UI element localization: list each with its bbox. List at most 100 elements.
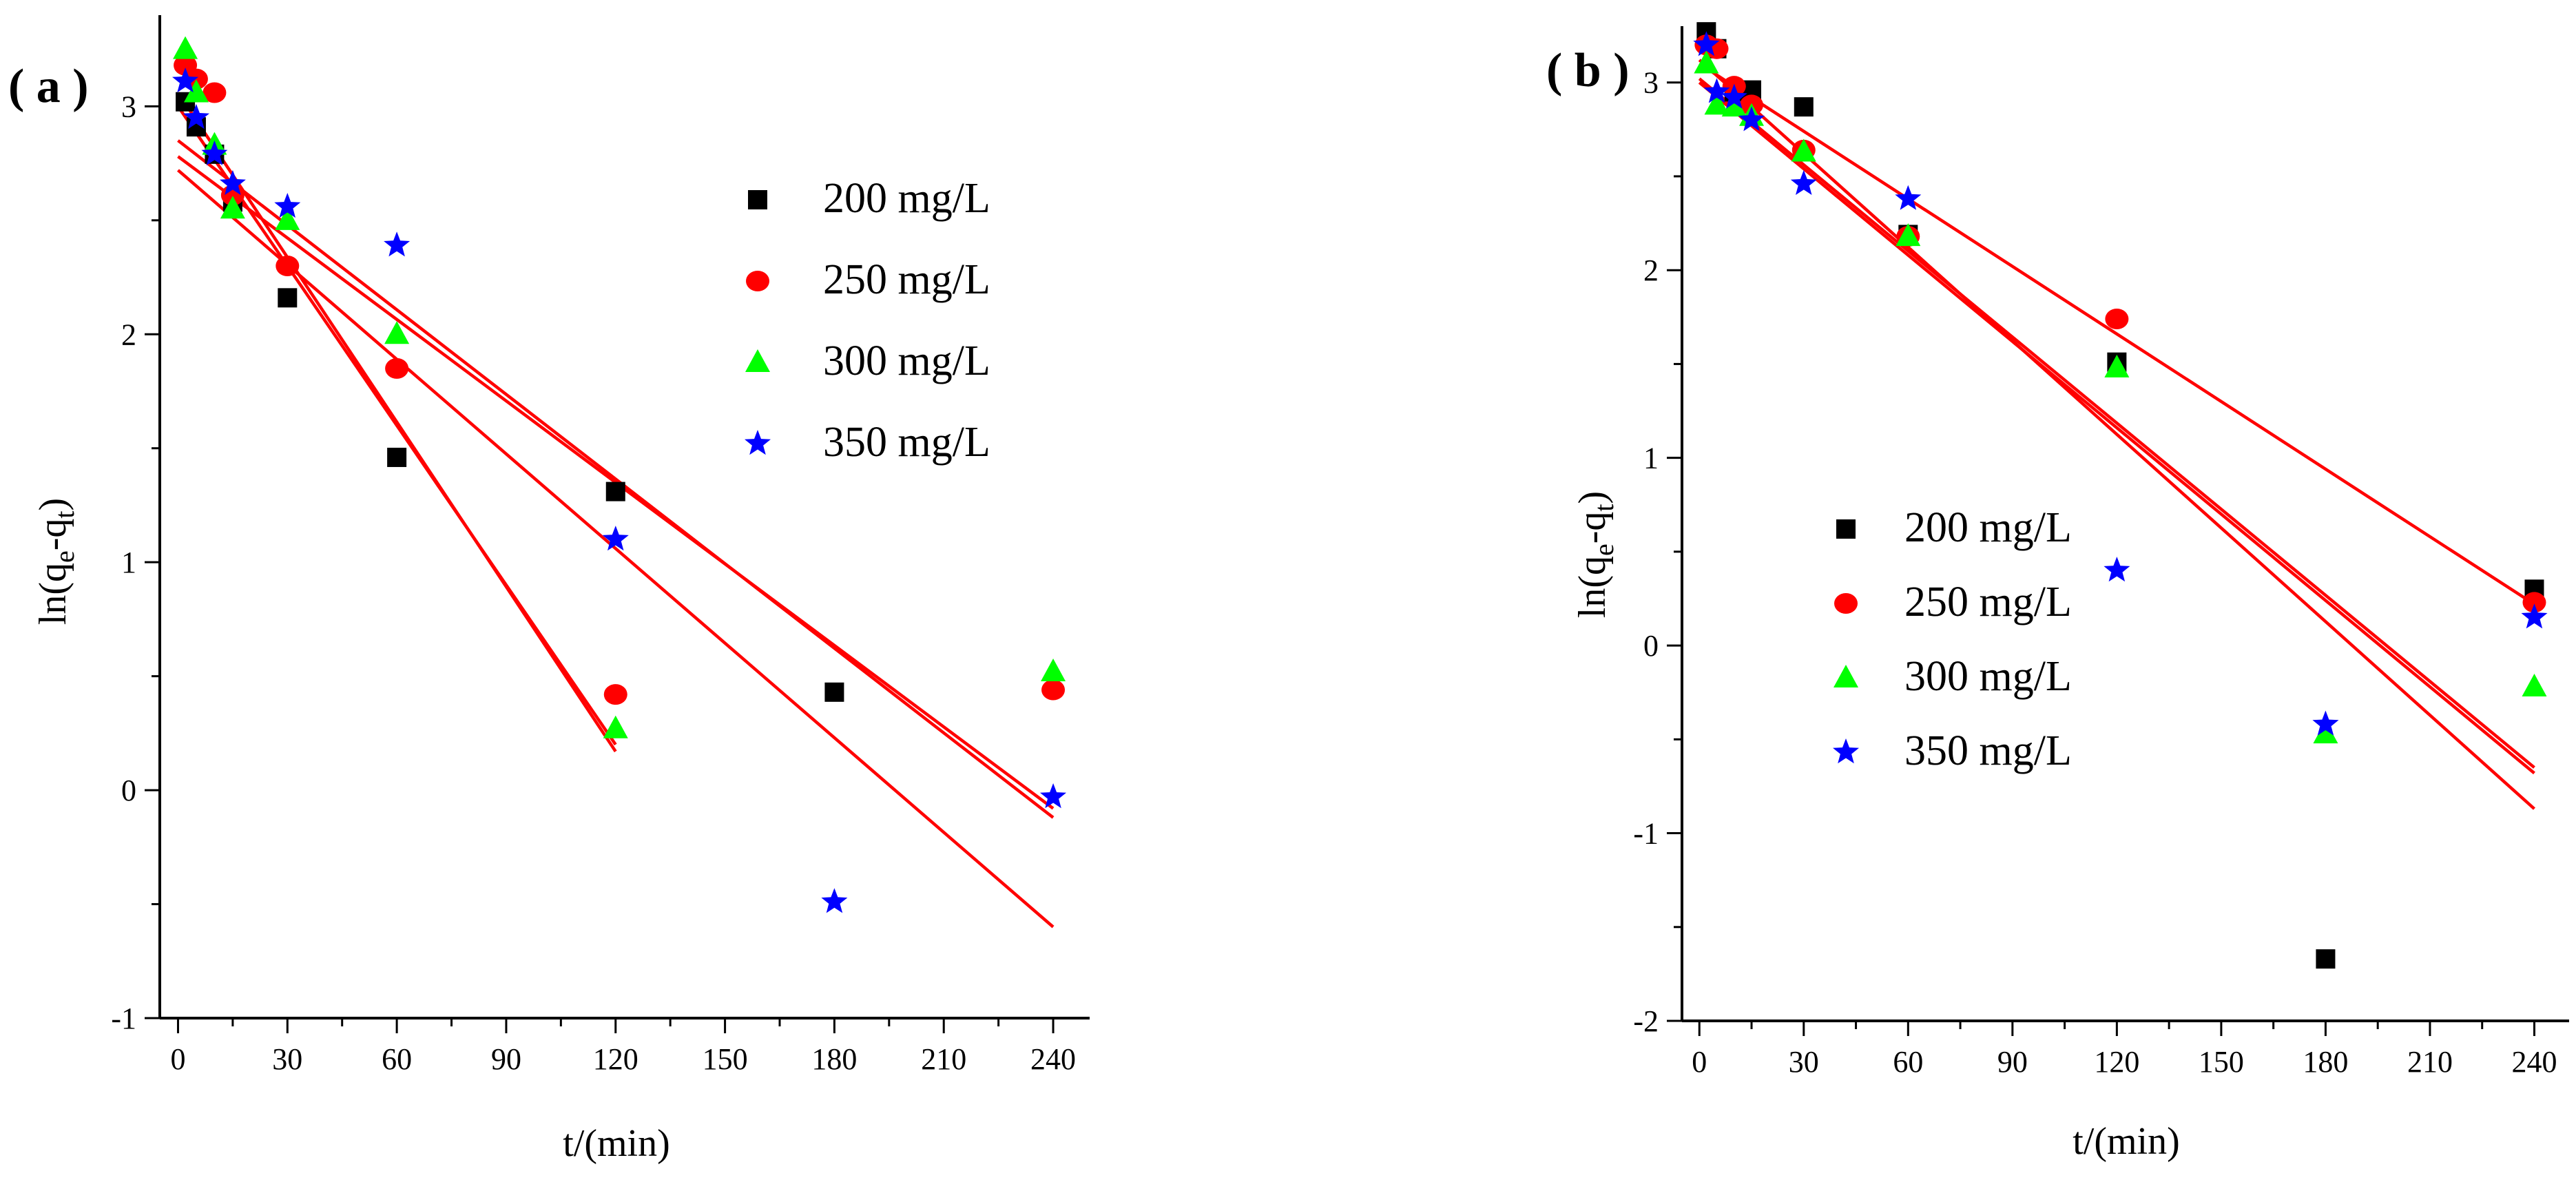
data-point-star <box>1693 31 1720 56</box>
x-tick-label: 30 <box>1789 1045 1819 1079</box>
panel-a-axes: 0 30 60 90 120 150 180 210 240 -1 0 1 2 3 <box>111 15 1090 1076</box>
data-point-triangle <box>2104 354 2130 377</box>
data-point-star <box>821 888 848 913</box>
legend-marker-star <box>1833 738 1859 764</box>
data-point-triangle <box>1721 94 1747 117</box>
legend-marker-square <box>748 190 767 209</box>
panel-b-axes: 0 30 60 90 120 150 180 210 240 -2 -1 0 1 2 3 <box>1633 26 2569 1079</box>
data-point-triangle <box>275 207 300 230</box>
data-point-star <box>2104 557 2130 582</box>
data-point-star <box>384 231 411 257</box>
panel-a-label: ( a ) <box>8 60 89 113</box>
data-point-triangle <box>183 79 209 103</box>
legend-marker-triangle <box>745 349 770 372</box>
y-tick-label: 2 <box>1643 253 1659 287</box>
panel-b-fit-lines <box>1698 59 2535 810</box>
data-point-star <box>219 169 246 196</box>
panel-a: ( a ) 0 30 60 90 120 150 180 210 240 -1 0 1 2 3 t/(mi… <box>8 15 1090 1165</box>
data-point-star <box>183 103 209 130</box>
data-point-circle <box>2105 309 2129 330</box>
y-tick-label: -1 <box>1633 817 1659 851</box>
data-point-square <box>387 447 407 467</box>
x-tick-label: 120 <box>593 1042 638 1076</box>
data-point-triangle <box>1694 50 1719 74</box>
x-tick-label: 180 <box>2303 1045 2348 1079</box>
y-tick-label: -2 <box>1633 1004 1659 1038</box>
x-tick-label: 90 <box>491 1042 521 1076</box>
data-point-star <box>1738 106 1765 132</box>
x-tick-label: 60 <box>1893 1045 1923 1079</box>
legend-marker-star <box>745 430 771 455</box>
legend-marker-circle <box>746 271 769 291</box>
data-point-square <box>1794 97 1814 117</box>
data-point-star <box>602 526 629 551</box>
y-tick-label: 0 <box>1643 629 1659 663</box>
data-point-triangle <box>1791 138 1816 162</box>
x-tick-label: 150 <box>703 1042 748 1076</box>
data-point-triangle <box>1704 92 1730 115</box>
panel-b-legend: 200 mg/L 250 mg/L 300 mg/L 350 mg/L <box>1833 504 2072 774</box>
legend-label: 250 mg/L <box>1904 579 2072 625</box>
legend-marker-square <box>1836 519 1856 539</box>
data-point-circle <box>603 684 627 705</box>
data-point-square <box>605 482 625 501</box>
x-tick-label: 60 <box>382 1042 412 1076</box>
panel-b-y-axis-label: ln(qe-qt) <box>1571 491 1619 618</box>
x-tick-label: 210 <box>2407 1045 2453 1079</box>
data-point-triangle <box>1041 659 1066 682</box>
legend-label: 300 mg/L <box>1904 653 2072 700</box>
data-point-triangle <box>603 715 628 738</box>
x-tick-label: 30 <box>272 1042 302 1076</box>
x-tick-label: 0 <box>1692 1045 1707 1079</box>
x-tick-label: 240 <box>1030 1042 1076 1076</box>
panel-a-y-axis-label: ln(qe-qt) <box>32 498 80 625</box>
data-point-star <box>201 140 228 165</box>
y-tick-label: 1 <box>1643 442 1659 475</box>
x-tick-label: 240 <box>2511 1045 2557 1079</box>
data-point-star <box>1790 169 1817 195</box>
data-point-circle <box>385 358 409 379</box>
data-point-triangle <box>2522 674 2547 697</box>
legend-label: 200 mg/L <box>1904 504 2072 551</box>
legend-marker-circle <box>1834 593 1858 614</box>
fit-line <box>1699 62 2535 606</box>
x-tick-label: 210 <box>921 1042 966 1076</box>
data-point-star <box>1703 78 1730 103</box>
data-point-square <box>278 288 298 308</box>
y-tick-label: 3 <box>121 90 136 123</box>
panel-a-data-points <box>172 36 1067 913</box>
legend-label: 250 mg/L <box>823 256 990 303</box>
data-point-triangle <box>2313 721 2338 744</box>
data-point-star <box>1721 83 1747 109</box>
x-tick-label: 150 <box>2199 1045 2244 1079</box>
data-point-star <box>2312 710 2339 736</box>
x-tick-label: 180 <box>811 1042 857 1076</box>
y-tick-label: 3 <box>1643 66 1659 100</box>
x-tick-label: 0 <box>170 1042 185 1076</box>
panel-b-label: ( b ) <box>1546 44 1630 97</box>
panel-a-legend: 200 mg/L 250 mg/L 300 mg/L 350 mg/L <box>745 175 990 466</box>
data-point-star <box>2521 603 2548 629</box>
fit-line <box>176 169 1055 929</box>
y-tick-label: 0 <box>121 774 136 807</box>
data-point-triangle <box>384 321 410 344</box>
data-point-triangle <box>1895 223 1921 247</box>
fit-line <box>177 139 1055 819</box>
legend-label: 350 mg/L <box>823 419 990 466</box>
fit-line <box>1698 59 2535 810</box>
data-point-circle <box>1041 679 1066 701</box>
fit-line <box>176 92 617 753</box>
legend-label: 300 mg/L <box>823 338 990 384</box>
data-point-square <box>2316 949 2336 969</box>
legend-label: 350 mg/L <box>1904 727 2072 774</box>
panel-b-data-points <box>1693 22 2548 969</box>
data-point-star <box>172 68 199 93</box>
fit-line <box>1698 81 2535 775</box>
data-point-triangle <box>220 196 245 219</box>
y-tick-label: -1 <box>111 1002 136 1035</box>
panel-b: ( b ) 0 30 60 90 120 150 180 210 240 -2 -1 0 1 2 3 t/(… <box>1546 22 2569 1163</box>
panel-a-x-axis-label: t/(min) <box>563 1122 670 1165</box>
fit-line <box>1698 77 2535 769</box>
data-point-star <box>1895 185 1922 210</box>
